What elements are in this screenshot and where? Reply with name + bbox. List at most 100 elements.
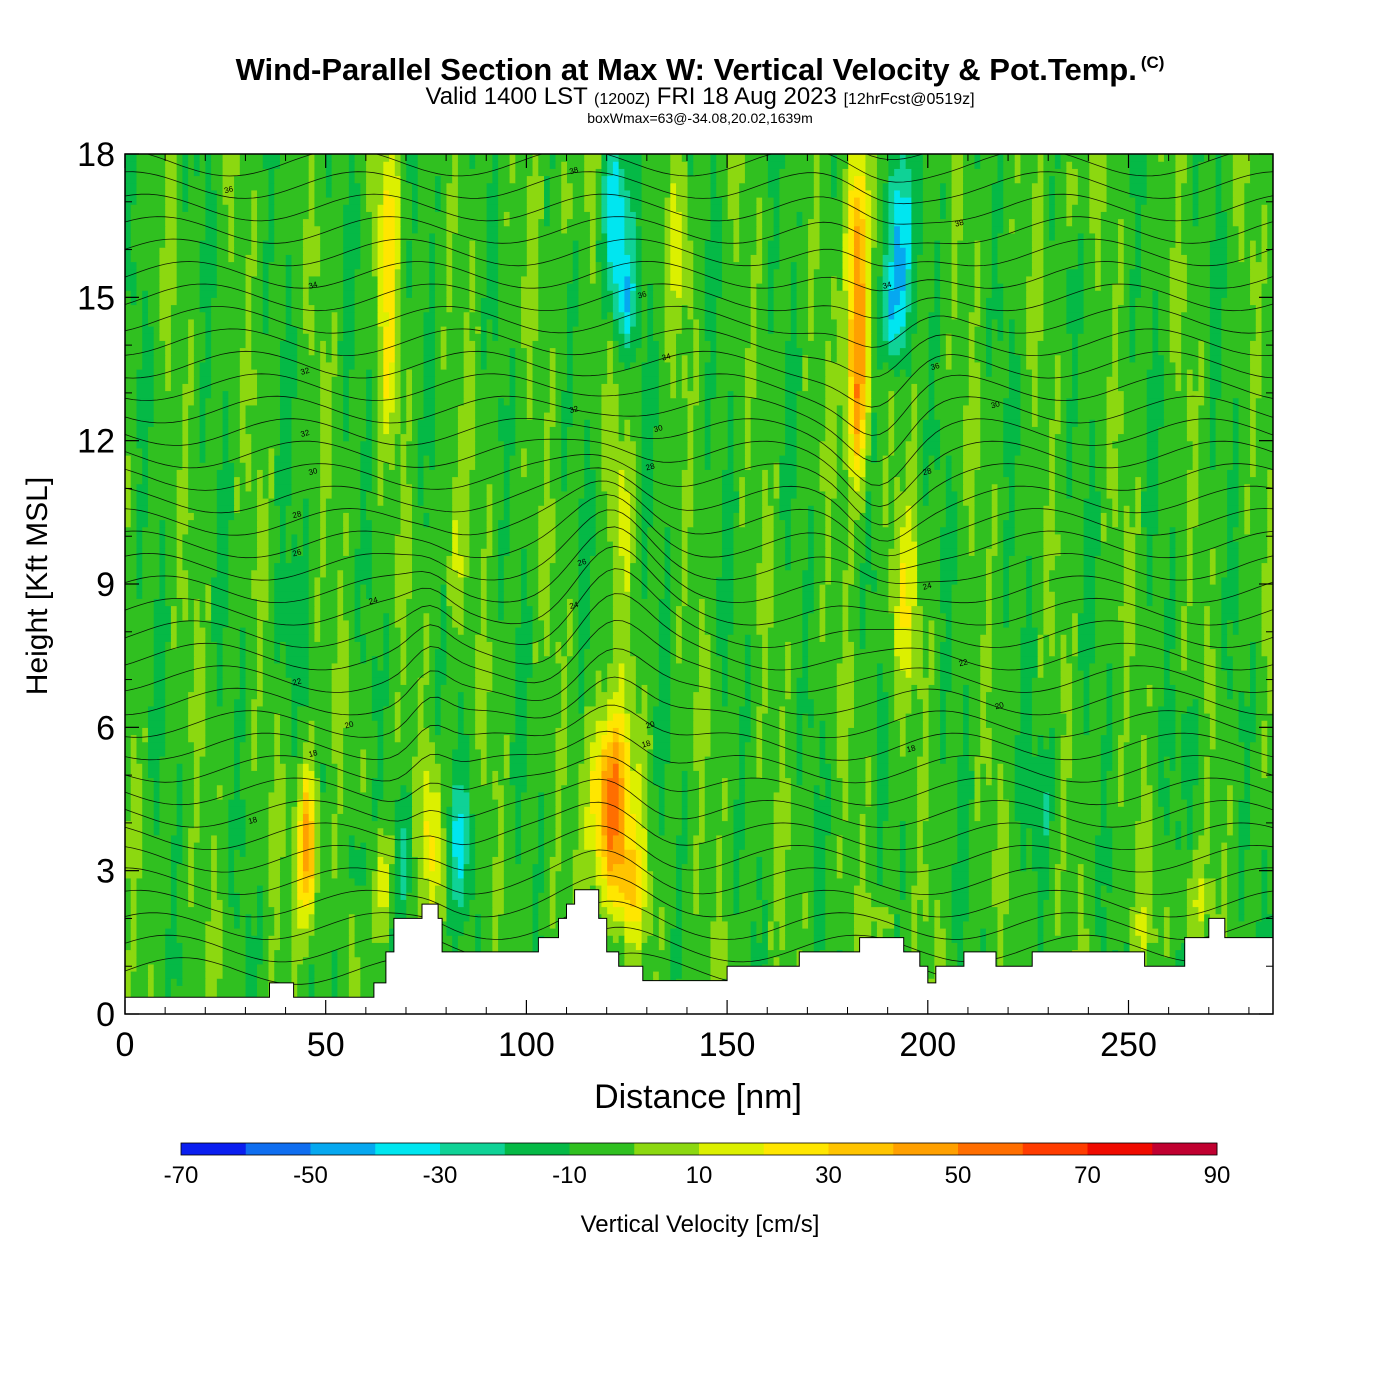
velocity-cell — [400, 885, 407, 893]
velocity-cell — [917, 770, 930, 779]
velocity-cell — [750, 920, 757, 929]
velocity-cell — [842, 806, 849, 814]
velocity-cell — [670, 698, 694, 707]
velocity-cell — [1140, 942, 1148, 951]
velocity-cell — [1054, 885, 1062, 893]
velocity-cell — [767, 920, 775, 929]
velocity-cell — [211, 899, 224, 908]
velocity-cell — [475, 677, 493, 685]
velocity-cell — [612, 648, 631, 657]
velocity-cell — [125, 842, 143, 850]
velocity-cell — [291, 906, 298, 915]
velocity-cell — [1083, 670, 1090, 678]
velocity-cell — [1008, 834, 1022, 843]
velocity-cell — [1049, 799, 1056, 807]
velocity-cell — [503, 827, 516, 836]
velocity-cell — [670, 727, 694, 736]
velocity-cell — [234, 748, 241, 757]
velocity-cell — [836, 748, 849, 757]
velocity-cell — [859, 627, 867, 635]
velocity-cell — [503, 834, 516, 843]
velocity-cell — [1020, 705, 1033, 714]
velocity-cell — [601, 870, 608, 879]
velocity-cell — [1163, 935, 1171, 943]
velocity-cell — [710, 741, 740, 750]
velocity-cell — [251, 748, 258, 757]
velocity-cell — [1049, 885, 1056, 893]
velocity-cell — [1043, 670, 1062, 678]
velocity-cell — [291, 820, 298, 829]
velocity-cell — [1066, 856, 1096, 865]
velocity-cell — [193, 684, 206, 693]
velocity-cell — [234, 777, 241, 786]
velocity-cell — [389, 892, 396, 900]
velocity-cell — [532, 655, 539, 664]
velocity-cell — [905, 885, 912, 893]
velocity-cell — [670, 684, 700, 693]
velocity-cell — [1077, 870, 1085, 879]
velocity-cell — [1244, 741, 1251, 750]
velocity-cell — [1106, 691, 1113, 700]
velocity-cell — [1209, 720, 1217, 728]
velocity-cell — [991, 885, 1010, 893]
velocity-cell — [1106, 784, 1119, 793]
velocity-cell — [739, 770, 746, 779]
velocity-cell — [951, 641, 981, 650]
velocity-cell — [257, 913, 264, 922]
velocity-cell — [1020, 677, 1033, 685]
velocity-cell — [1049, 834, 1062, 843]
velocity-cell — [635, 677, 660, 685]
velocity-cell — [963, 691, 970, 700]
velocity-cell — [624, 906, 643, 915]
velocity-cell — [888, 763, 918, 771]
velocity-cell — [1100, 756, 1113, 764]
velocity-cell — [389, 677, 402, 685]
velocity-cell — [945, 727, 964, 736]
velocity-cell — [1037, 734, 1044, 743]
velocity-cell — [1072, 734, 1102, 743]
velocity-cell — [1181, 713, 1199, 721]
velocity-cell — [601, 899, 614, 908]
velocity-cell — [1215, 720, 1240, 728]
velocity-cell — [848, 763, 867, 771]
velocity-cell — [1146, 698, 1154, 707]
velocity-cell — [257, 906, 264, 915]
velocity-cell — [756, 741, 763, 750]
velocity-cell — [302, 806, 310, 814]
velocity-cell — [1129, 913, 1136, 922]
velocity-cell — [917, 906, 924, 915]
velocity-cell — [274, 756, 281, 764]
velocity-cell — [182, 978, 206, 986]
velocity-cell — [1238, 827, 1251, 836]
velocity-cell — [624, 741, 631, 750]
velocity-cell — [681, 949, 712, 958]
velocity-cell — [400, 691, 419, 700]
velocity-cell — [337, 634, 350, 642]
velocity-cell — [142, 777, 155, 786]
velocity-cell — [785, 920, 803, 929]
velocity-cell — [486, 619, 522, 628]
velocity-cell — [538, 920, 551, 929]
velocity-cell — [785, 899, 803, 908]
velocity-cell — [377, 756, 384, 764]
velocity-cell — [348, 677, 373, 685]
velocity-cell — [727, 813, 735, 822]
velocity-cell — [612, 748, 620, 757]
velocity-cell — [796, 741, 803, 750]
velocity-cell — [928, 799, 958, 807]
velocity-cell — [859, 870, 867, 879]
velocity-cell — [153, 619, 172, 628]
velocity-cell — [130, 741, 138, 750]
velocity-cell — [193, 820, 201, 829]
velocity-cell — [354, 842, 361, 850]
velocity-cell — [767, 928, 775, 936]
velocity-cell — [1227, 806, 1234, 814]
velocity-cell — [417, 705, 425, 714]
velocity-cell — [348, 971, 361, 979]
velocity-cell — [836, 698, 855, 707]
velocity-cell — [641, 791, 648, 800]
velocity-cell — [314, 885, 321, 893]
velocity-cell — [664, 806, 683, 814]
velocity-cell — [750, 705, 757, 714]
velocity-cell — [980, 770, 987, 779]
